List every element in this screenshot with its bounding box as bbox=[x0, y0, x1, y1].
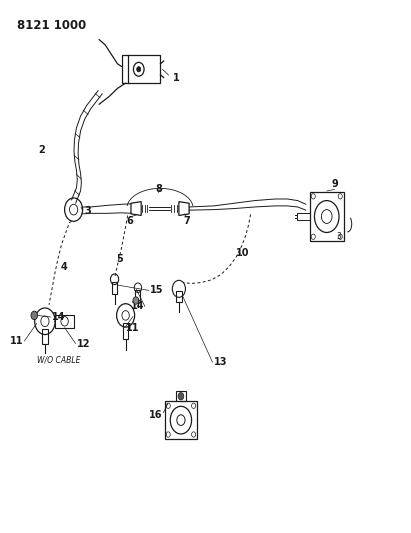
Text: 5: 5 bbox=[116, 254, 123, 263]
Bar bbox=[112, 282, 118, 294]
Bar bbox=[42, 329, 48, 344]
Bar bbox=[136, 290, 141, 300]
Text: 9: 9 bbox=[331, 179, 338, 189]
Bar bbox=[164, 401, 197, 439]
Bar bbox=[55, 315, 74, 328]
Text: 6: 6 bbox=[126, 216, 133, 227]
Text: 7: 7 bbox=[184, 216, 190, 227]
Text: 3: 3 bbox=[336, 232, 341, 241]
Text: 14: 14 bbox=[52, 312, 65, 322]
Circle shape bbox=[137, 67, 141, 72]
Bar bbox=[310, 192, 344, 241]
Text: 15: 15 bbox=[150, 286, 164, 295]
Text: 8: 8 bbox=[155, 184, 162, 195]
Text: 14: 14 bbox=[131, 301, 144, 311]
Circle shape bbox=[31, 311, 37, 320]
Text: 11: 11 bbox=[126, 322, 139, 333]
Text: 16: 16 bbox=[149, 410, 162, 421]
Bar bbox=[176, 292, 182, 302]
Text: 13: 13 bbox=[214, 357, 227, 367]
Text: W/O CABLE: W/O CABLE bbox=[37, 355, 80, 364]
Text: 2: 2 bbox=[38, 144, 45, 155]
Bar bbox=[122, 55, 160, 83]
Text: 12: 12 bbox=[76, 338, 90, 349]
Bar bbox=[176, 391, 186, 401]
Text: 4: 4 bbox=[61, 262, 67, 271]
Bar bbox=[123, 324, 129, 340]
Bar bbox=[297, 213, 310, 220]
Text: 8121 1000: 8121 1000 bbox=[17, 19, 86, 33]
Text: 11: 11 bbox=[10, 336, 23, 346]
Text: 1: 1 bbox=[173, 73, 180, 83]
Text: 10: 10 bbox=[236, 248, 250, 258]
Circle shape bbox=[133, 297, 139, 304]
Text: 3: 3 bbox=[85, 206, 91, 216]
Circle shape bbox=[178, 392, 184, 400]
